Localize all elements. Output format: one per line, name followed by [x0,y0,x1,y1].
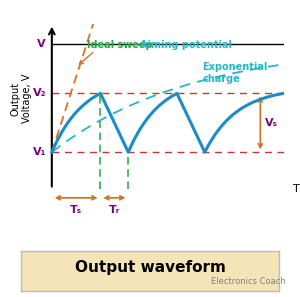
Text: Time, t: Time, t [293,184,300,194]
Text: Tᵣ: Tᵣ [109,205,120,215]
Text: Output waveform: Output waveform [75,260,225,274]
Text: V: V [38,39,46,49]
Text: Electronics Coach: Electronics Coach [211,277,285,286]
Text: Vₛ: Vₛ [265,118,278,128]
Text: Ideal sweep: Ideal sweep [87,40,152,50]
Text: Aiming potential: Aiming potential [140,40,232,50]
Text: Exponential
charge: Exponential charge [202,62,268,84]
Text: Tₛ: Tₛ [70,205,82,215]
Text: Output
Voltage, V: Output Voltage, V [11,74,32,124]
Text: V₂: V₂ [32,89,46,98]
Text: V₁: V₁ [32,147,46,157]
